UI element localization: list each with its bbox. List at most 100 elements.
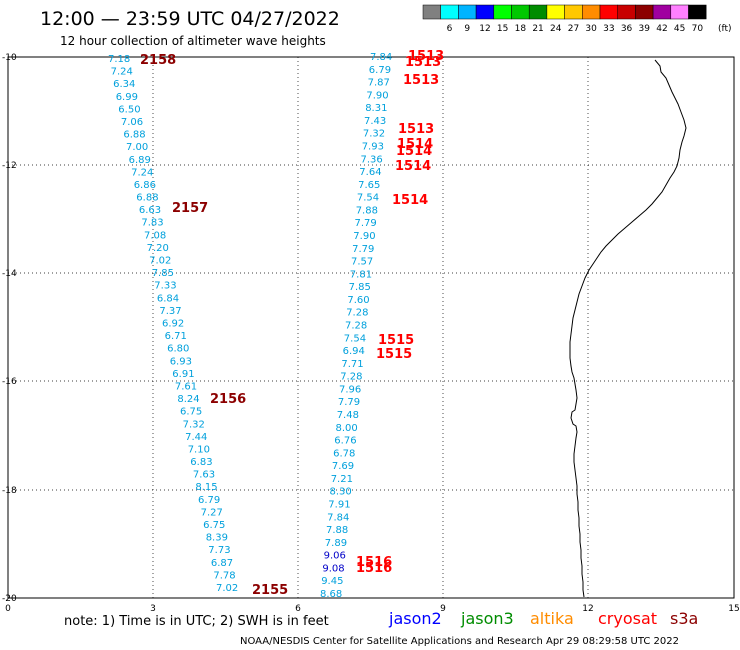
y-tick-label: -10 <box>2 53 17 63</box>
wave-height-value: 8.39 <box>206 533 228 544</box>
pass-label: 1514 <box>396 144 432 159</box>
scale-unit: (ft) <box>718 24 732 34</box>
wave-height-value: 7.69 <box>332 461 354 472</box>
scale-label: 36 <box>621 24 633 34</box>
wave-height-value: 6.79 <box>369 65 391 76</box>
wave-height-value: 7.87 <box>368 78 390 89</box>
y-tick-label: -20 <box>2 594 17 604</box>
x-tick-label: 3 <box>150 604 156 614</box>
wave-height-value: 7.93 <box>362 142 384 153</box>
scale-swatch <box>440 4 459 20</box>
wave-height-value: 7.90 <box>366 90 388 101</box>
pass-label: 2158 <box>140 53 176 68</box>
pass-label: 1513 <box>398 122 434 137</box>
scale-swatch <box>652 4 672 20</box>
pass-label: 1515 <box>378 333 414 348</box>
wave-height-value: 7.32 <box>363 129 385 140</box>
wave-height-value: 7.20 <box>147 243 169 254</box>
legend-jason2: jason2 <box>388 609 442 628</box>
wave-height-value: 7.85 <box>349 282 371 293</box>
wave-height-value: 7.02 <box>216 583 238 594</box>
wave-height-value: 6.92 <box>162 319 184 330</box>
wave-height-value: 7.65 <box>358 180 380 191</box>
wave-height-value: 7.37 <box>159 306 181 317</box>
scale-swatch <box>670 4 689 20</box>
scale-swatch <box>564 4 583 20</box>
wave-height-value: 7.83 <box>141 218 163 229</box>
wave-height-value: 7.28 <box>340 372 362 383</box>
coastline <box>569 59 687 598</box>
wave-height-value: 7.84 <box>327 512 349 523</box>
wave-height-value: 7.73 <box>208 545 230 556</box>
grid-lines <box>8 57 734 598</box>
wave-height-value: 7.28 <box>346 308 368 319</box>
wave-height-value: 7.08 <box>144 230 166 241</box>
map-subtitle: 12 hour collection of altimeter wave hei… <box>60 34 326 48</box>
wave-height-value: 7.81 <box>350 269 372 280</box>
wave-height-value: 7.60 <box>347 295 369 306</box>
pass-label: 1513 <box>405 55 441 70</box>
wave-height-value: 8.31 <box>365 103 387 114</box>
scale-swatch <box>493 4 512 20</box>
scale-label: 6 <box>447 24 453 34</box>
wave-height-value: 8.30 <box>330 487 352 498</box>
wave-height-value: 6.79 <box>198 495 220 506</box>
legend-s3a: s3a <box>670 609 698 628</box>
wave-height-value: 6.99 <box>116 92 138 103</box>
wave-height-value: 7.36 <box>361 154 383 165</box>
wave-height-value: 7.43 <box>364 116 386 127</box>
scale-label: 39 <box>639 24 651 34</box>
wave-height-value: 6.88 <box>136 193 158 204</box>
footer-credit: NOAA/NESDIS Center for Satellite Applica… <box>240 636 679 647</box>
wave-height-value: 6.78 <box>333 448 355 459</box>
footer-note: note: 1) Time is in UTC; 2) SWH is in fe… <box>64 614 329 629</box>
wave-height-value: 7.64 <box>359 167 381 178</box>
scale-label: 24 <box>550 24 562 34</box>
wave-height-value: 7.24 <box>111 67 133 78</box>
wave-height-value: 7.96 <box>339 384 361 395</box>
pass-label: 1515 <box>376 347 412 362</box>
wave-height-value: 8.68 <box>320 589 342 600</box>
wave-height-value: 9.45 <box>321 576 343 587</box>
scale-swatch <box>546 4 565 20</box>
pass-label: 1516 <box>356 555 392 570</box>
wave-height-value: 7.48 <box>337 410 359 421</box>
pass-label: 2156 <box>210 392 246 407</box>
scale-swatch <box>528 4 548 20</box>
y-tick-label: -12 <box>2 161 17 171</box>
legend-cryosat: cryosat <box>598 609 657 628</box>
wave-height-value: 7.57 <box>351 257 373 268</box>
wave-height-value: 7.91 <box>328 500 350 511</box>
scale-swatch <box>599 4 618 20</box>
wave-height-value: 6.94 <box>343 346 365 357</box>
y-tick-label: -18 <box>2 486 17 496</box>
wave-height-value: 7.28 <box>345 321 367 332</box>
scale-label: 15 <box>497 24 508 34</box>
scale-label: 42 <box>656 24 667 34</box>
wave-height-value: 8.24 <box>177 394 199 405</box>
scale-label: 30 <box>585 24 597 34</box>
scale-label: 18 <box>515 24 527 34</box>
wave-height-value: 6.89 <box>129 155 151 166</box>
x-tick-label: 15 <box>728 604 739 614</box>
scale-label: 12 <box>479 24 490 34</box>
wave-height-value: 7.85 <box>152 268 174 279</box>
wave-height-value: 7.61 <box>175 382 197 393</box>
pass-label: 2157 <box>172 201 208 216</box>
wave-height-value: 7.33 <box>154 281 176 292</box>
wave-height-value: 6.76 <box>334 436 356 447</box>
wave-height-value: 6.75 <box>180 407 202 418</box>
wave-height-value: 7.63 <box>193 470 215 481</box>
wave-height-value: 6.80 <box>167 344 189 355</box>
wave-height-value: 7.78 <box>213 570 235 581</box>
plot-frame <box>7 56 735 599</box>
wave-height-value: 6.71 <box>165 331 187 342</box>
map-title: 12:00 — 23:59 UTC 04/27/2022 <box>40 8 340 30</box>
legend-jason3: jason3 <box>460 609 514 628</box>
wave-height-value: 7.24 <box>131 167 153 178</box>
wave-height-value: 6.93 <box>170 356 192 367</box>
y-tick-label: -14 <box>2 269 17 279</box>
wave-height-value: 7.02 <box>149 256 171 267</box>
wave-height-value: 6.50 <box>118 104 140 115</box>
